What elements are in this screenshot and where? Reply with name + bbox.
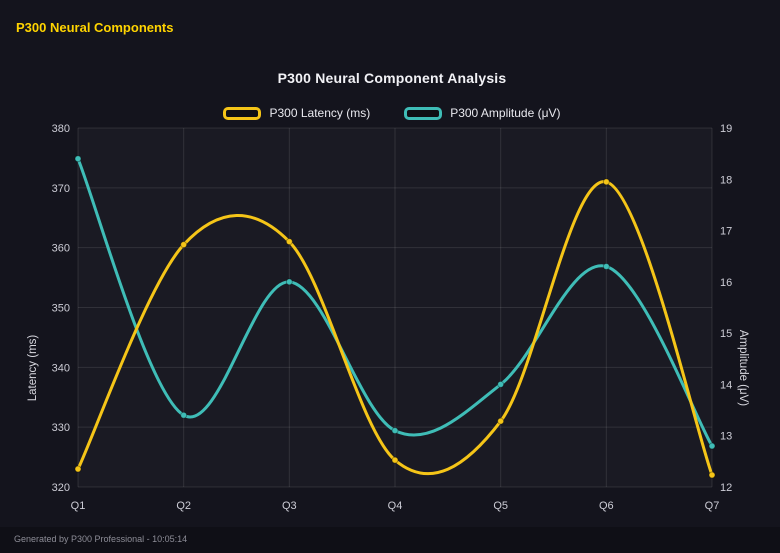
x-tick-label: Q3 (282, 500, 297, 512)
legend-swatch-amplitude (404, 106, 443, 120)
left-y-tick-label: 380 (52, 123, 70, 135)
data-point-amplitude (285, 278, 293, 286)
data-point-amplitude (180, 411, 188, 419)
chart-legend: P300 Latency (ms) P300 Amplitude (μV) (36, 106, 748, 120)
chart-plot: Q1 Q2 Q3 Q4 Q5 Q6 Q7 320 330 340 350 360 370 380 12 13 1… (52, 123, 733, 512)
left-y-tick-label: 320 (52, 482, 70, 494)
right-y-tick-label: 14 (720, 379, 732, 391)
data-point-latency (180, 241, 188, 249)
footer-status: Generated by P300 Professional - 10:05:1… (14, 534, 188, 544)
x-tick-label: Q2 (176, 500, 191, 512)
right-y-tick-label: 17 (720, 226, 732, 238)
legend-label-amplitude: P300 Amplitude (μV) (450, 106, 561, 120)
x-tick-label: Q7 (705, 500, 720, 512)
legend-item-amplitude[interactable]: P300 Amplitude (μV) (404, 106, 561, 120)
right-y-tick-label: 12 (720, 482, 732, 494)
page-title: P300 Neural Components (16, 20, 174, 35)
legend-label-latency: P300 Latency (ms) (269, 106, 371, 120)
x-tick-label: Q1 (71, 500, 86, 512)
left-y-tick-label: 330 (52, 422, 70, 434)
x-tick-label: Q6 (599, 500, 614, 512)
legend-item-latency[interactable]: P300 Latency (ms) (223, 106, 370, 120)
plot-area-wrap: Latency (ms) Q1 Q2 Q3 Q4 Q5 Q6 Q7 320 330 340 350 3… (27, 120, 749, 520)
left-y-tick-label: 340 (52, 362, 70, 374)
data-point-amplitude (708, 442, 716, 450)
data-point-latency (497, 417, 505, 425)
left-y-tick-label: 370 (52, 183, 70, 195)
data-point-amplitude (497, 380, 505, 388)
chart-panel: P300 Neural Component Analysis P300 Late… (27, 56, 749, 526)
data-point-amplitude (602, 262, 610, 270)
right-y-tick-label: 13 (720, 431, 732, 443)
chart-title: P300 Neural Component Analysis (277, 70, 507, 86)
left-y-tick-label: 350 (52, 303, 70, 315)
data-point-latency (391, 456, 399, 464)
right-y-tick-label: 18 (720, 174, 732, 186)
data-point-latency (602, 178, 610, 186)
x-tick-label: Q5 (493, 500, 508, 512)
legend-swatch-latency (223, 106, 262, 120)
left-axis-title: Latency (ms) (27, 334, 39, 402)
right-y-tick-label: 19 (720, 123, 732, 135)
left-y-tick-label: 360 (52, 243, 70, 255)
data-point-latency (285, 238, 293, 246)
data-point-latency (74, 465, 82, 473)
right-axis-title: Amplitude (μV) (737, 329, 749, 407)
data-point-amplitude (391, 427, 399, 435)
footer-bar (0, 527, 780, 553)
right-y-tick-label: 15 (720, 328, 732, 340)
right-y-tick-label: 16 (720, 277, 732, 289)
x-tick-label: Q4 (388, 500, 403, 512)
data-point-amplitude (74, 155, 82, 163)
data-point-latency (708, 471, 716, 479)
